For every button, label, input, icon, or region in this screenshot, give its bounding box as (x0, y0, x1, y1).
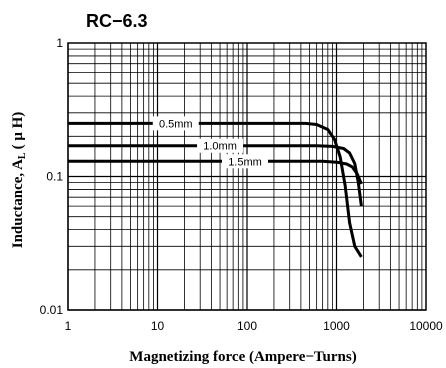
x-tick-label: 10 (151, 319, 165, 333)
x-tick-label: 1 (65, 319, 72, 333)
x-tick-label: 10000 (409, 319, 443, 333)
y-tick-label: 1 (56, 36, 63, 50)
series-line (68, 121, 363, 258)
series-label-background (197, 138, 244, 153)
y-tick-label: 0.1 (46, 170, 63, 184)
y-axis-label: Inductance, AL ( μ H) (10, 112, 28, 249)
series-label: 1.5mm (222, 154, 269, 169)
grid (67, 42, 427, 311)
y-axis-label-prefix: Inductance, A (10, 159, 26, 248)
series-labels: 0.5mm 1.0mm 1.5mm (152, 116, 269, 169)
series-label-text: 1.0mm (203, 141, 237, 153)
series-label-background (222, 154, 269, 169)
x-tick-label: 100 (237, 319, 257, 333)
series-label-background (152, 116, 199, 131)
x-axis-label: Magnetizing force (Ampere−Turns) (129, 349, 356, 365)
y-tick-label: 0.01 (40, 303, 64, 317)
series-label-text: 0.5mm (159, 118, 193, 130)
x-tick-label: 1000 (323, 319, 350, 333)
series-label-text: 1.5mm (228, 156, 262, 168)
tick-labels: 1 10 100 1000 10000 0.01 0.1 1 (40, 36, 443, 333)
series-label: 1.0mm (197, 138, 244, 153)
y-axis-label-suffix: ( μ H) (10, 112, 26, 150)
series-line (68, 159, 363, 185)
chart-title: RC−6.3 (86, 11, 148, 31)
plot-frame (67, 42, 427, 311)
y-axis-label-sub: L (17, 152, 28, 159)
series-label: 0.5mm (152, 116, 199, 131)
